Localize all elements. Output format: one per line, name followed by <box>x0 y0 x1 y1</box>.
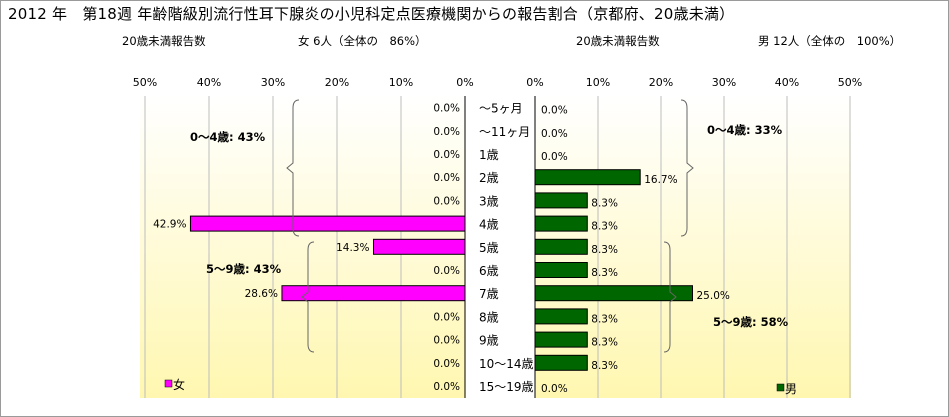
male-data-label: 8.3% <box>591 360 618 372</box>
male-data-label: 8.3% <box>591 267 618 279</box>
right-bracket-label-5-9: 5～9歳: 58% <box>713 315 789 329</box>
male-data-label: 8.3% <box>591 313 618 325</box>
legend-male-label: 男 <box>785 382 797 396</box>
male-data-label: 0.0% <box>541 151 568 163</box>
left-axis-tick-label: 10% <box>389 76 413 89</box>
female-bar <box>281 285 466 302</box>
male-bar <box>534 285 693 302</box>
category-label: 6歳 <box>479 264 499 278</box>
male-bar <box>534 308 588 325</box>
category-label: ～11ヶ月 <box>479 125 530 139</box>
left-bracket-label-5-9: 5～9歳: 43% <box>206 262 282 276</box>
female-data-label: 0.0% <box>433 126 460 138</box>
male-data-label: 16.7% <box>644 174 677 186</box>
male-bar <box>534 262 588 278</box>
category-label: 4歳 <box>479 218 499 232</box>
right-bracket-0-4 <box>680 99 694 237</box>
female-data-label: 0.0% <box>433 195 460 207</box>
male-data-label: 8.3% <box>591 197 618 209</box>
category-label: 2歳 <box>479 171 499 185</box>
right-axis-tick-label: 20% <box>649 76 673 89</box>
female-data-label: 0.0% <box>433 265 460 277</box>
category-label: 15～19歳 <box>479 380 534 394</box>
category-label: ～5ヶ月 <box>479 102 523 116</box>
right-bracket-label-0-4: 0～4歳: 33% <box>707 123 783 137</box>
category-label: 5歳 <box>479 241 499 255</box>
male-data-label: 25.0% <box>697 290 730 302</box>
left-bracket-0-4 <box>286 99 300 237</box>
chart-title: 2012 年 第18週 年齢階級別流行性耳下腺炎の小児科定点医療機関からの報告割… <box>8 5 735 23</box>
female-data-label: 14.3% <box>336 242 369 254</box>
left-axis-tick-label: 20% <box>325 76 349 89</box>
male-data-label: 0.0% <box>541 128 568 140</box>
left-bracket-5-9 <box>301 241 315 353</box>
left-bracket-label-0-4: 0～4歳: 43% <box>190 130 266 144</box>
legend-female-label: 女 <box>173 377 185 392</box>
right-count-text: 男 12人（全体の 100%） <box>758 34 902 48</box>
right-report-label: 20歳未満報告数 <box>576 34 660 48</box>
category-label: 3歳 <box>479 194 499 208</box>
category-label: 8歳 <box>479 310 499 324</box>
left-axis-tick-label: 40% <box>197 76 221 89</box>
right-axis-tick-label: 40% <box>775 76 799 89</box>
female-data-label: 0.0% <box>433 381 460 393</box>
left-report-label: 20歳未満報告数 <box>122 34 206 48</box>
female-data-label: 0.0% <box>433 335 460 347</box>
category-label: 7歳 <box>479 287 499 301</box>
left-axis-tick-label: 30% <box>261 76 285 89</box>
male-data-label: 0.0% <box>541 105 568 117</box>
male-data-label: 8.3% <box>591 244 618 256</box>
female-bar <box>372 238 466 255</box>
male-bar <box>534 238 588 255</box>
male-bar <box>534 215 588 232</box>
male-bar <box>534 192 588 209</box>
left-count-text: 女 6人（全体の 86%） <box>298 34 427 48</box>
category-label: 10～14歳 <box>479 357 534 371</box>
male-bar <box>534 331 588 348</box>
female-data-label: 0.0% <box>433 103 460 115</box>
right-axis-tick-label: 0% <box>526 76 543 89</box>
male-data-label: 8.3% <box>591 337 618 349</box>
male-bar <box>534 354 588 371</box>
female-data-label: 42.9% <box>153 219 186 231</box>
category-label: 9歳 <box>479 334 499 348</box>
right-axis-tick-label: 50% <box>838 76 862 89</box>
right-bracket-5-9 <box>663 241 677 353</box>
female-bar <box>189 215 466 232</box>
left-axis-tick-label: 50% <box>133 76 157 89</box>
female-data-label: 0.0% <box>433 149 460 161</box>
category-label: 1歳 <box>479 148 499 162</box>
female-data-label: 0.0% <box>433 358 460 370</box>
legend-female-swatch <box>164 379 173 388</box>
left-axis-tick-label: 0% <box>456 76 473 89</box>
legend-male-swatch <box>776 383 785 392</box>
female-data-label: 28.6% <box>245 288 278 300</box>
female-data-label: 0.0% <box>433 311 460 323</box>
right-axis-tick-label: 10% <box>586 76 610 89</box>
female-data-label: 0.0% <box>433 172 460 184</box>
male-data-label: 8.3% <box>591 221 618 233</box>
right-axis-tick-label: 30% <box>712 76 736 89</box>
male-data-label: 0.0% <box>541 383 568 395</box>
male-bar <box>534 169 641 186</box>
